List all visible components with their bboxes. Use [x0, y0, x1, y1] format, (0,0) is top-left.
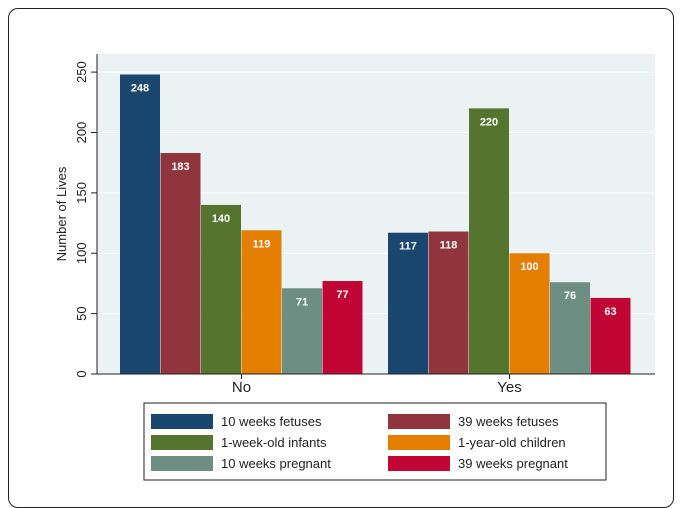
legend-swatch: [151, 414, 213, 429]
legend-swatch: [388, 435, 450, 450]
y-tick-label: 150: [74, 182, 89, 204]
legend-label: 10 weeks fetuses: [221, 414, 322, 429]
bar: [282, 288, 322, 374]
legend-swatch: [151, 435, 213, 450]
legend-swatch: [388, 414, 450, 429]
legend-label: 39 weeks fetuses: [458, 414, 559, 429]
y-tick-label: 100: [74, 242, 89, 264]
x-category-label: No: [232, 379, 251, 396]
bar: [201, 204, 241, 374]
legend-label: 10 weeks pregnant: [221, 456, 331, 471]
bar-value-label: 71: [296, 296, 308, 308]
bar: [469, 108, 509, 374]
bar: [322, 281, 363, 374]
bar: [428, 231, 469, 374]
x-axis: No Yes: [97, 373, 655, 396]
y-axis-title: Number of Lives: [54, 166, 69, 261]
bar: [550, 282, 590, 374]
legend-box: [143, 402, 607, 481]
bar-value-label: 220: [480, 116, 498, 128]
x-category-label: Yes: [497, 379, 521, 396]
legend-label: 1-year-old children: [458, 435, 566, 450]
legend-swatch: [388, 456, 450, 471]
bar-value-label: 77: [336, 289, 348, 301]
bar: [160, 153, 201, 374]
bar: [509, 253, 550, 374]
legend-label: 1-week-old infants: [221, 435, 327, 450]
legend-swatch: [151, 456, 213, 471]
bar: [120, 74, 160, 374]
y-tick-label: 50: [74, 306, 89, 320]
y-tick-label: 200: [74, 122, 89, 144]
y-axis: 0 50 100 150 200 250: [74, 54, 98, 378]
bar-value-label: 117: [399, 241, 417, 253]
bar-value-label: 183: [171, 161, 189, 173]
bar: [388, 232, 428, 374]
bar: [241, 230, 282, 374]
bar-chart: 248 183 140 119 71 77 117 118 220 100 76 63 0 50 100 1…: [54, 54, 655, 481]
bar-value-label: 248: [131, 83, 149, 95]
legend: 10 weeks fetuses 39 weeks fetuses 1-week-o…: [151, 414, 568, 471]
bar-value-label: 119: [253, 238, 271, 250]
bar-value-label: 76: [564, 290, 576, 302]
legend-label: 39 weeks pregnant: [458, 456, 568, 471]
data-labels: 248 183 140 119 71 77 117 118 220 100 76 63: [131, 83, 617, 318]
bar-value-label: 100: [520, 261, 538, 273]
bar: [590, 297, 631, 374]
bars: [120, 74, 631, 374]
bar-value-label: 140: [212, 213, 230, 225]
y-tick-label: 0: [74, 370, 89, 377]
bar-value-label: 118: [440, 240, 458, 252]
bar-value-label: 63: [604, 306, 616, 318]
y-tick-label: 250: [74, 61, 89, 83]
